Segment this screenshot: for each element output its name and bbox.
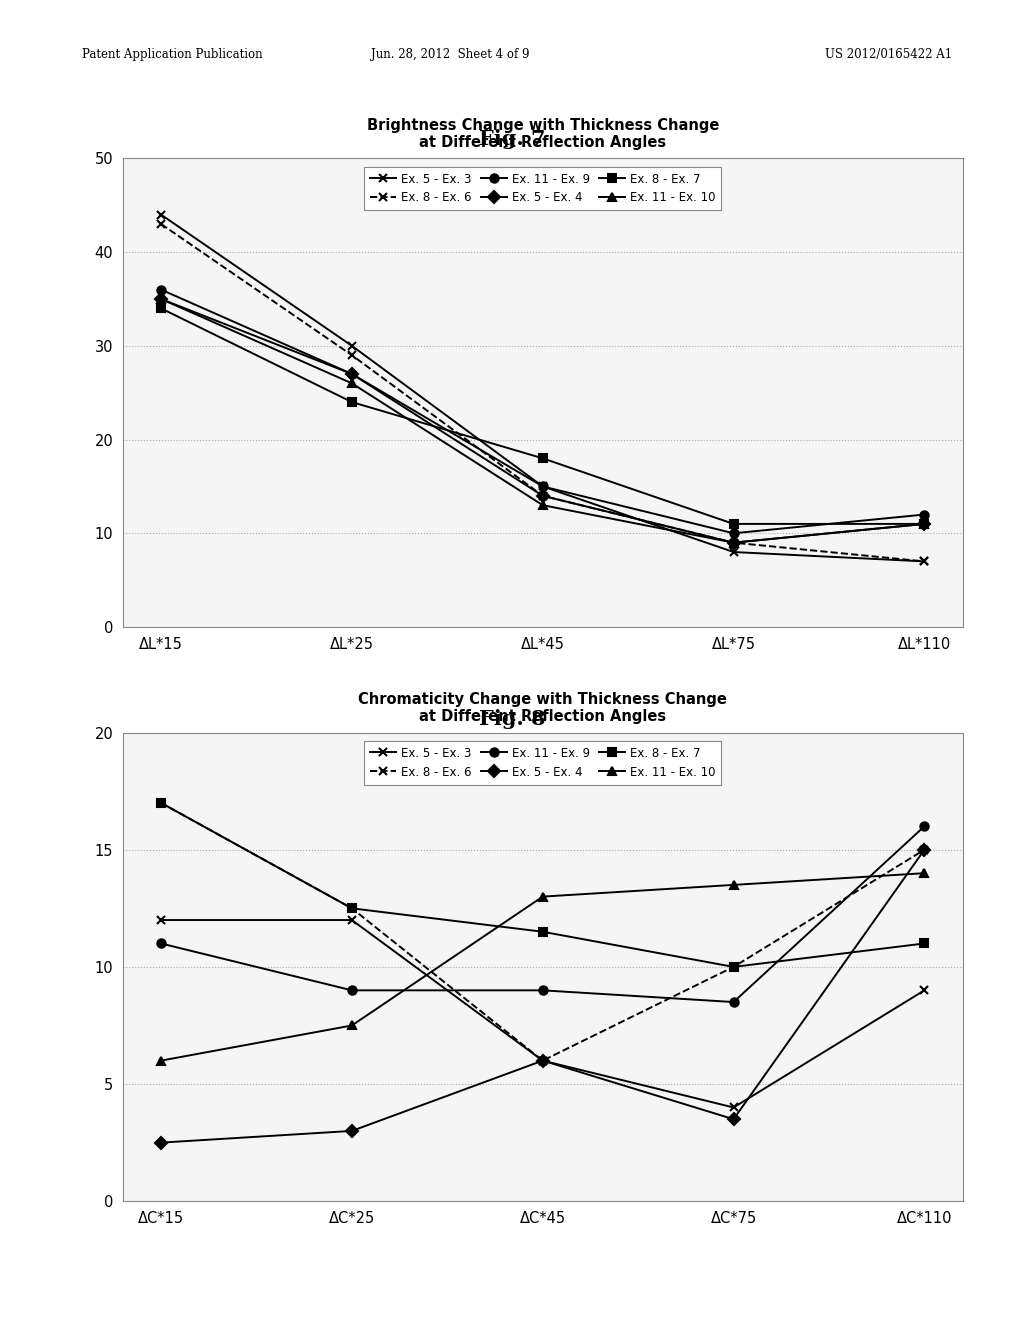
Line: Ex. 8 - Ex. 7: Ex. 8 - Ex. 7: [157, 799, 929, 972]
Ex. 5 - Ex. 4: [346, 1123, 358, 1139]
Ex. 8 - Ex. 6: [537, 488, 549, 504]
Ex. 5 - Ex. 4: [727, 535, 739, 550]
Ex. 11 - Ex. 10: [346, 375, 358, 391]
Ex. 5 - Ex. 3: [346, 912, 358, 928]
Ex. 8 - Ex. 6: [346, 347, 358, 363]
Ex. 11 - Ex. 9: [727, 525, 739, 541]
Legend: Ex. 5 - Ex. 3, Ex. 8 - Ex. 6, Ex. 11 - Ex. 9, Ex. 5 - Ex. 4, Ex. 8 - Ex. 7, Ex. : Ex. 5 - Ex. 3, Ex. 8 - Ex. 6, Ex. 11 - E…: [365, 741, 721, 784]
Line: Ex. 11 - Ex. 9: Ex. 11 - Ex. 9: [157, 285, 929, 537]
Ex. 8 - Ex. 7: [155, 301, 167, 317]
Line: Ex. 11 - Ex. 10: Ex. 11 - Ex. 10: [157, 869, 929, 1065]
Ex. 8 - Ex. 6: [155, 216, 167, 232]
Text: Fig. 7: Fig. 7: [479, 128, 545, 149]
Ex. 8 - Ex. 7: [155, 795, 167, 810]
Text: Patent Application Publication: Patent Application Publication: [82, 48, 262, 61]
Ex. 5 - Ex. 3: [727, 1100, 739, 1115]
Ex. 5 - Ex. 4: [919, 516, 931, 532]
Ex. 11 - Ex. 10: [727, 535, 739, 550]
Ex. 11 - Ex. 9: [346, 982, 358, 998]
Ex. 5 - Ex. 3: [919, 982, 931, 998]
Ex. 8 - Ex. 6: [727, 958, 739, 974]
Ex. 5 - Ex. 3: [346, 338, 358, 354]
Ex. 5 - Ex. 3: [919, 553, 931, 569]
Ex. 5 - Ex. 4: [155, 1135, 167, 1151]
Line: Ex. 5 - Ex. 4: Ex. 5 - Ex. 4: [157, 294, 929, 546]
Ex. 8 - Ex. 6: [919, 553, 931, 569]
Ex. 5 - Ex. 4: [346, 366, 358, 381]
Ex. 5 - Ex. 4: [727, 1111, 739, 1127]
Ex. 11 - Ex. 9: [155, 936, 167, 952]
Ex. 8 - Ex. 7: [919, 516, 931, 532]
Ex. 5 - Ex. 3: [727, 544, 739, 560]
Text: Jun. 28, 2012  Sheet 4 of 9: Jun. 28, 2012 Sheet 4 of 9: [372, 48, 529, 61]
Ex. 11 - Ex. 9: [919, 507, 931, 523]
Ex. 11 - Ex. 9: [919, 818, 931, 834]
Ex. 8 - Ex. 6: [346, 900, 358, 916]
Line: Ex. 5 - Ex. 3: Ex. 5 - Ex. 3: [157, 210, 929, 565]
Ex. 11 - Ex. 10: [155, 1053, 167, 1069]
Ex. 11 - Ex. 9: [727, 994, 739, 1010]
Line: Ex. 11 - Ex. 9: Ex. 11 - Ex. 9: [157, 822, 929, 1006]
Ex. 8 - Ex. 7: [346, 395, 358, 411]
Ex. 11 - Ex. 10: [155, 292, 167, 308]
Ex. 11 - Ex. 10: [537, 888, 549, 904]
Ex. 8 - Ex. 6: [155, 795, 167, 810]
Ex. 11 - Ex. 9: [346, 366, 358, 381]
Ex. 5 - Ex. 4: [537, 1053, 549, 1069]
Ex. 5 - Ex. 3: [537, 1053, 549, 1069]
Line: Ex. 11 - Ex. 10: Ex. 11 - Ex. 10: [157, 294, 929, 546]
Ex. 5 - Ex. 4: [919, 842, 931, 858]
Line: Ex. 5 - Ex. 4: Ex. 5 - Ex. 4: [157, 846, 929, 1147]
Ex. 8 - Ex. 7: [919, 936, 931, 952]
Line: Ex. 5 - Ex. 3: Ex. 5 - Ex. 3: [157, 916, 929, 1111]
Ex. 11 - Ex. 9: [537, 982, 549, 998]
Ex. 11 - Ex. 9: [155, 281, 167, 297]
Ex. 11 - Ex. 10: [919, 866, 931, 882]
Ex. 8 - Ex. 7: [727, 516, 739, 532]
Ex. 5 - Ex. 3: [155, 207, 167, 223]
Title: Brightness Change with Thickness Change
at Different Reflection Angles: Brightness Change with Thickness Change …: [367, 117, 719, 150]
Line: Ex. 8 - Ex. 6: Ex. 8 - Ex. 6: [157, 799, 929, 1065]
Text: US 2012/0165422 A1: US 2012/0165422 A1: [825, 48, 952, 61]
Ex. 8 - Ex. 7: [727, 958, 739, 974]
Ex. 8 - Ex. 7: [537, 450, 549, 466]
Ex. 5 - Ex. 4: [537, 488, 549, 504]
Ex. 5 - Ex. 3: [155, 912, 167, 928]
Ex. 11 - Ex. 10: [919, 516, 931, 532]
Legend: Ex. 5 - Ex. 3, Ex. 8 - Ex. 6, Ex. 11 - Ex. 9, Ex. 5 - Ex. 4, Ex. 8 - Ex. 7, Ex. : Ex. 5 - Ex. 3, Ex. 8 - Ex. 6, Ex. 11 - E…: [365, 166, 721, 210]
Title: Chromaticity Change with Thickness Change
at Different Reflection Angles: Chromaticity Change with Thickness Chang…: [358, 692, 727, 725]
Ex. 8 - Ex. 7: [346, 900, 358, 916]
Ex. 8 - Ex. 7: [537, 924, 549, 940]
Ex. 8 - Ex. 6: [727, 535, 739, 550]
Line: Ex. 8 - Ex. 7: Ex. 8 - Ex. 7: [157, 304, 929, 528]
Ex. 8 - Ex. 6: [537, 1053, 549, 1069]
Ex. 8 - Ex. 6: [919, 842, 931, 858]
Ex. 5 - Ex. 4: [155, 292, 167, 308]
Ex. 11 - Ex. 10: [537, 498, 549, 513]
Ex. 5 - Ex. 3: [537, 479, 549, 495]
Ex. 11 - Ex. 9: [537, 479, 549, 495]
Ex. 11 - Ex. 10: [727, 876, 739, 892]
Line: Ex. 8 - Ex. 6: Ex. 8 - Ex. 6: [157, 220, 929, 565]
Text: Fig. 8: Fig. 8: [479, 709, 545, 730]
Ex. 11 - Ex. 10: [346, 1018, 358, 1034]
